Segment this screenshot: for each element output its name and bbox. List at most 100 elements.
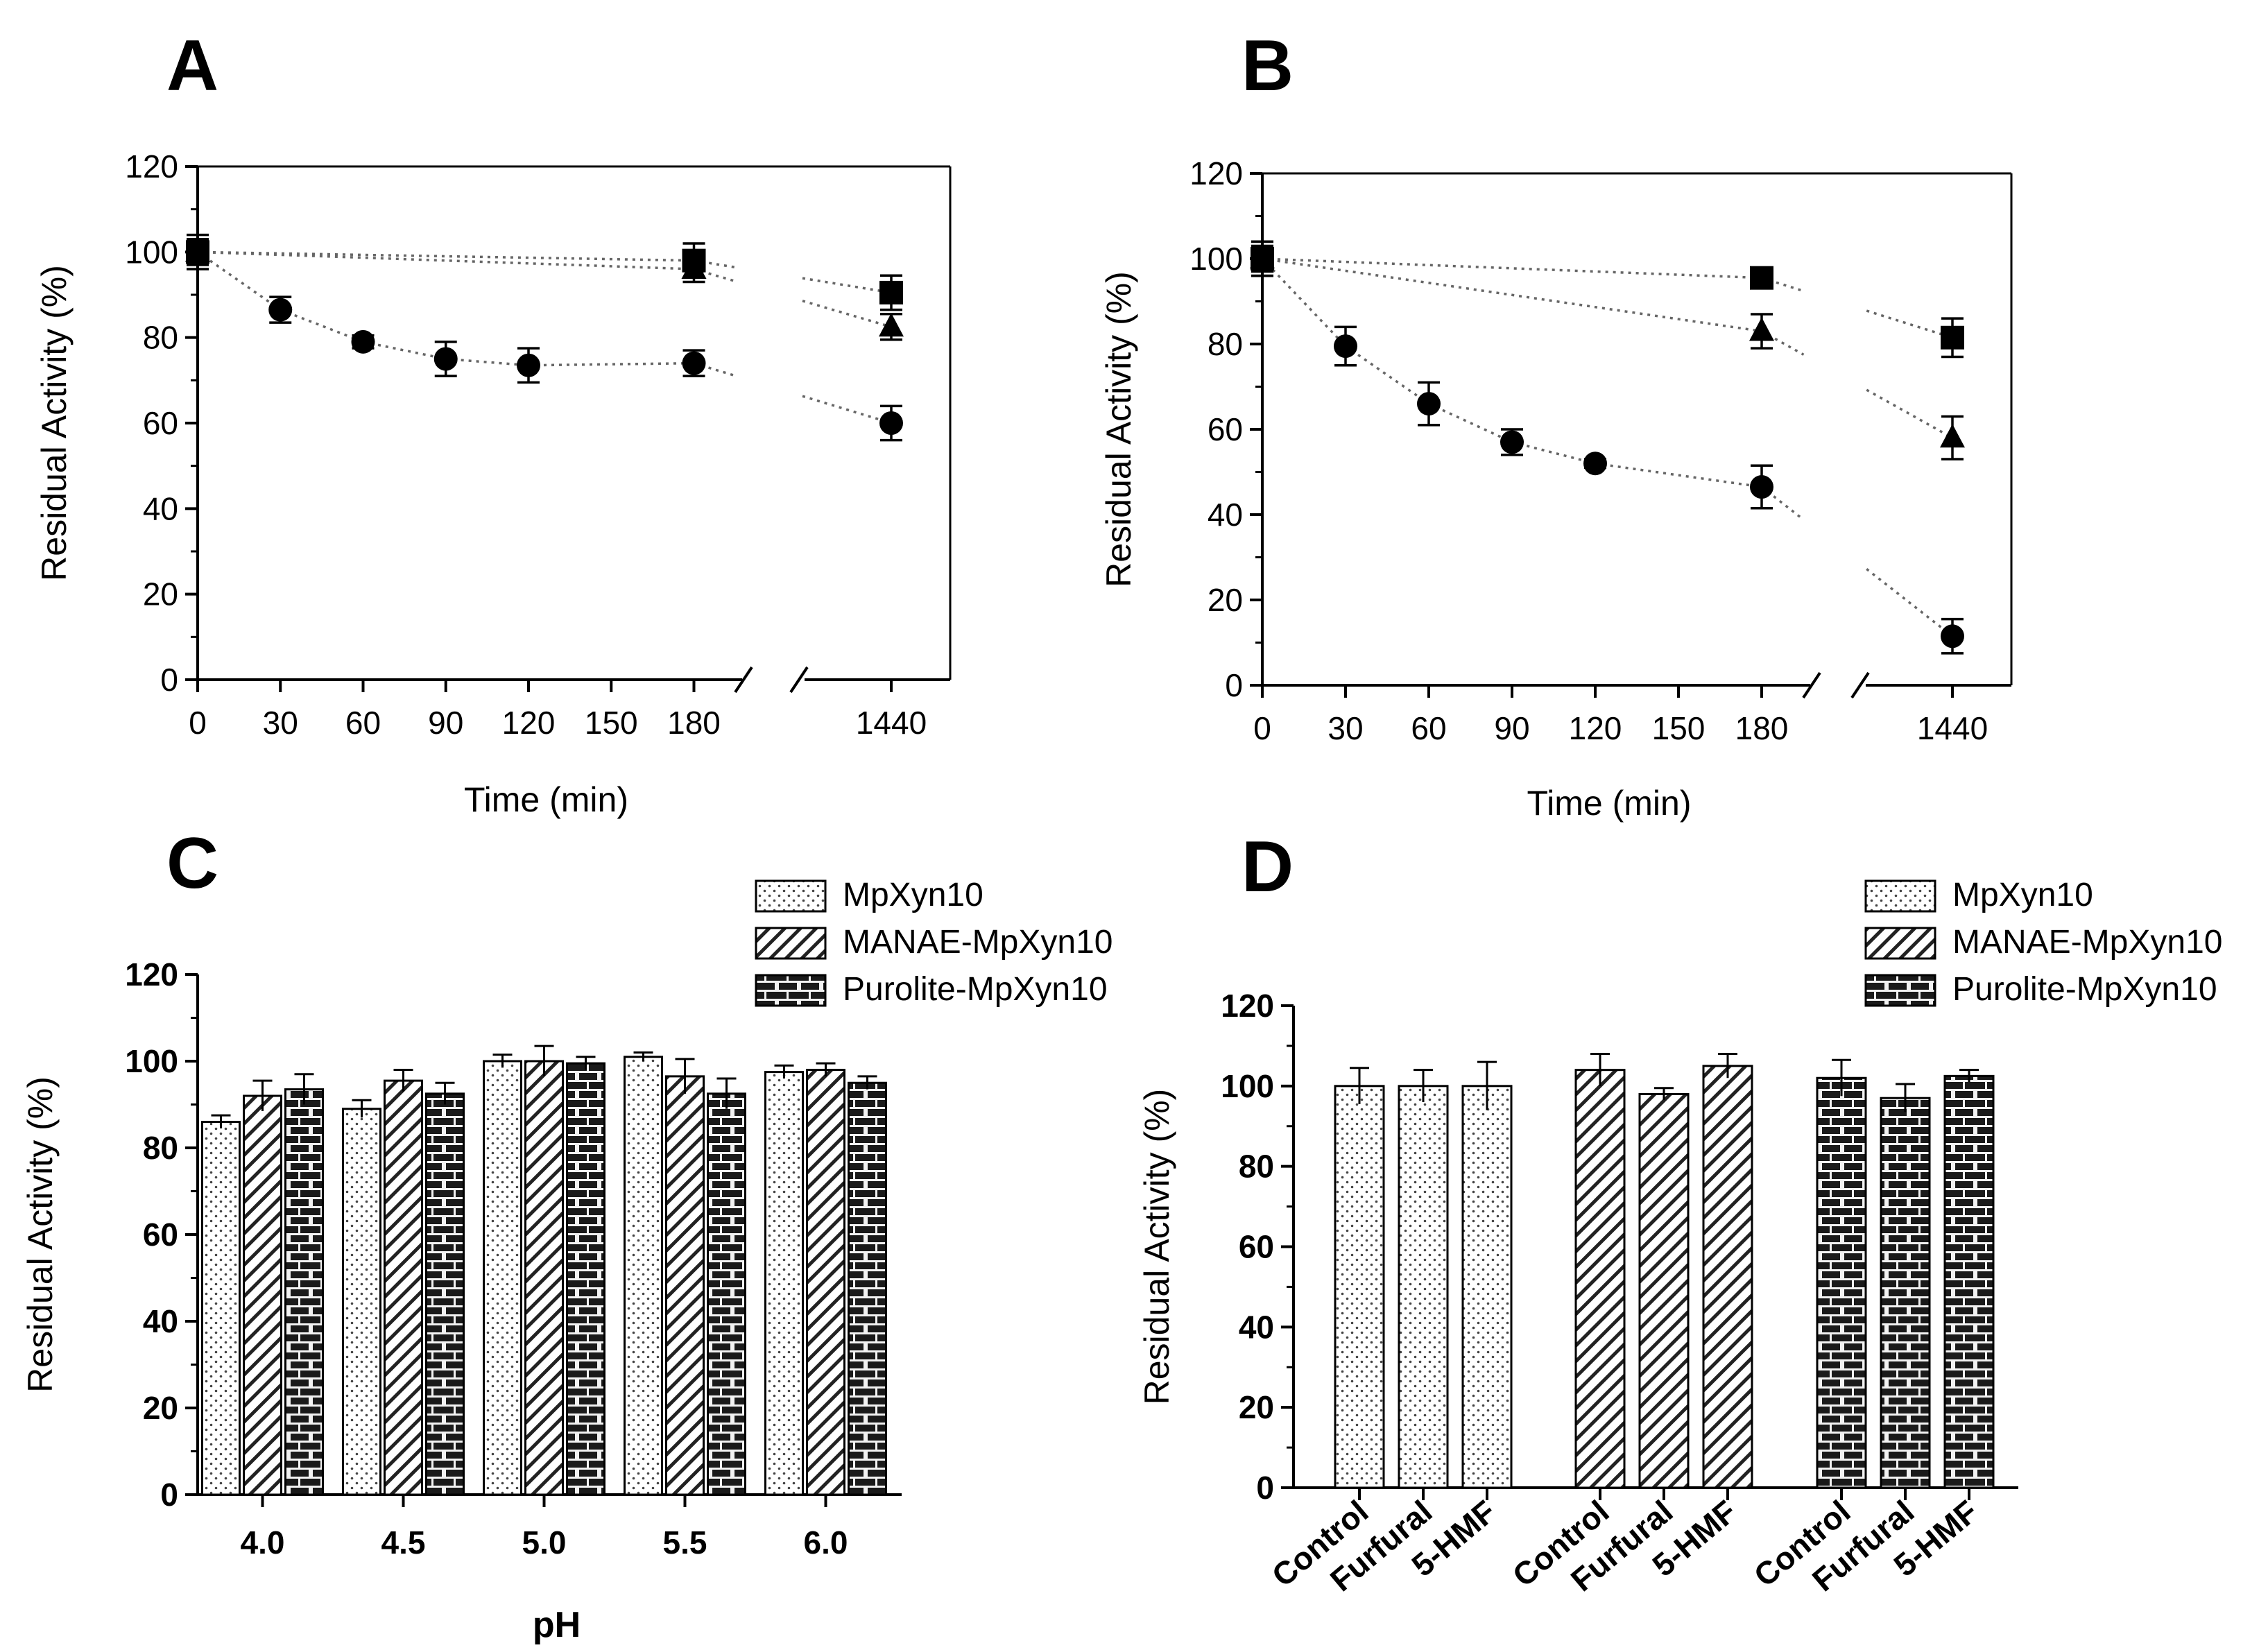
d-bar-brick [1816, 1076, 1867, 1489]
a-point-circle [517, 353, 540, 377]
b-x-tick-label-1440: 1440 [1917, 710, 1988, 746]
b-x-tick-label-60: 60 [1411, 710, 1446, 746]
a-y-tick-label-60: 60 [143, 405, 178, 441]
d-bar-hatch [1638, 1092, 1690, 1489]
a-series-circle-connector [196, 250, 282, 311]
c-bar-dots [201, 1121, 241, 1496]
c-y-axis-title: Residual Activity (%) [21, 1076, 60, 1393]
a-point-circle [268, 298, 293, 322]
c-bar-brick [848, 1081, 887, 1496]
c-legend-label: MpXyn10 [843, 877, 983, 913]
c-legend-swatch-hatch [755, 927, 827, 960]
b-y-tick-label-100: 100 [1189, 241, 1243, 277]
c-legend-swatch-dots [755, 879, 827, 913]
c-bar-hatch [243, 1094, 282, 1496]
c-y-tick-label-80: 80 [143, 1130, 178, 1166]
a-x-tick-label-120: 120 [502, 705, 556, 741]
a-series-triangle-connector [802, 300, 892, 328]
c-legend-label: MANAE-MpXyn10 [843, 924, 1112, 961]
d-bar-dots [1461, 1085, 1513, 1489]
d-legend-swatch-brick [1864, 974, 1936, 1007]
a-x-axis-title: Time (min) [464, 780, 628, 819]
b-point-circle [1500, 430, 1524, 454]
panel-c: C MpXyn10 MANAE-MpXyn10 Purolite-MpXyn10 0 20… [21, 823, 1112, 1645]
a-point-square [879, 280, 903, 304]
a-point-triangle [879, 313, 904, 337]
panel-d: D MpXyn10 MANAE-MpXyn10 Purolite-MpXyn10 0 20… [1137, 827, 2222, 1598]
c-bar-dots [764, 1071, 804, 1496]
c-y-tick-label-20: 20 [143, 1390, 178, 1426]
b-y-tick-label-80: 80 [1208, 326, 1243, 362]
c-x-tick-label-5.0: 5.0 [522, 1524, 567, 1561]
panel-b: B 0 20 40 60 80 100 120 Residual Activity (%) 0 30… [1099, 26, 2013, 823]
a-y-tick-label-20: 20 [143, 576, 178, 612]
d-y-tick-label-80: 80 [1239, 1149, 1274, 1185]
c-bar-brick [566, 1062, 605, 1496]
b-y-tick-label-60: 60 [1208, 411, 1243, 447]
d-y-tick-label-40: 40 [1239, 1309, 1274, 1345]
b-y-tick-label-40: 40 [1208, 497, 1243, 533]
c-y-tick-label-40: 40 [143, 1303, 178, 1339]
a-series-circle-connector [528, 361, 694, 367]
b-series-circle-connector [1345, 345, 1429, 405]
c-y-tick-label-60: 60 [143, 1217, 178, 1253]
c-bar-hatch [384, 1079, 423, 1496]
d-legend-swatch-hatch [1864, 927, 1936, 960]
c-legend-swatch-brick [755, 974, 827, 1007]
c-y-tick-label-120: 120 [125, 956, 178, 992]
a-point-square [682, 248, 706, 273]
c-x-tick-label-6.0: 6.0 [804, 1524, 848, 1561]
panel-d-letter: D [1242, 827, 1294, 907]
b-series-circle-connector [1261, 257, 1347, 347]
a-series-square-connector [802, 277, 892, 294]
b-point-square [1750, 266, 1773, 290]
b-point-triangle [1749, 317, 1774, 341]
b-series-circle-connector [1428, 402, 1513, 444]
b-y-tick-label-0: 0 [1225, 667, 1243, 703]
d-y-tick-label-60: 60 [1239, 1229, 1274, 1265]
b-x-tick-label-120: 120 [1569, 710, 1622, 746]
b-y-axis-title: Residual Activity (%) [1099, 271, 1138, 587]
d-legend-label: MpXyn10 [1952, 877, 2093, 913]
b-series-square-connector [1262, 257, 1762, 280]
panel-a: A 0 20 40 60 80 100 120 Residual Activity (%) 0 30… [35, 26, 952, 819]
c-bar-brick [707, 1092, 746, 1496]
c-bar-hatch [524, 1060, 564, 1496]
a-axis-break-mark-2 [789, 666, 809, 694]
a-point-circle [879, 411, 903, 435]
a-series-square-connector [197, 250, 694, 262]
a-x-tick-label-150: 150 [585, 705, 638, 741]
a-series-triangle-connector [197, 250, 694, 270]
panel-a-letter: A [166, 26, 218, 106]
b-point-square [1941, 325, 1964, 350]
c-x-tick-label-4.5: 4.5 [381, 1524, 426, 1561]
c-y-tick-label-0: 0 [160, 1477, 178, 1513]
a-x-tick-label-60: 60 [345, 705, 381, 741]
c-bar-brick [425, 1092, 465, 1496]
a-x-tick-label-0: 0 [189, 705, 207, 741]
a-series-circle-connector [363, 341, 447, 361]
d-y-axis-title: Residual Activity (%) [1137, 1089, 1176, 1405]
a-x-tick-label-180: 180 [667, 705, 721, 741]
b-series-circle-connector [1595, 462, 1762, 488]
a-axis-break-mark-1 [734, 666, 753, 694]
d-bar-dots [1398, 1085, 1449, 1489]
a-x-tick-label-90: 90 [428, 705, 463, 741]
a-y-tick-label-0: 0 [160, 662, 178, 698]
b-x-axis-title: Time (min) [1527, 784, 1691, 823]
c-legend-label: Purolite-MpXyn10 [843, 971, 1108, 1008]
d-bar-hatch [1702, 1065, 1753, 1489]
c-bar-dots [624, 1056, 663, 1496]
d-y-tick-label-20: 20 [1239, 1389, 1274, 1425]
b-point-circle [1941, 624, 1964, 648]
b-point-square [1251, 247, 1274, 270]
d-legend-label: Purolite-MpXyn10 [1952, 971, 2217, 1008]
a-series-circle-connector [802, 395, 892, 424]
b-y-tick-label-120: 120 [1189, 155, 1243, 191]
b-x-tick-label-180: 180 [1735, 710, 1789, 746]
c-bar-dots [342, 1108, 381, 1496]
b-point-circle [1583, 452, 1607, 476]
c-bar-hatch [665, 1075, 705, 1496]
d-legend-label: MANAE-MpXyn10 [1952, 924, 2222, 961]
